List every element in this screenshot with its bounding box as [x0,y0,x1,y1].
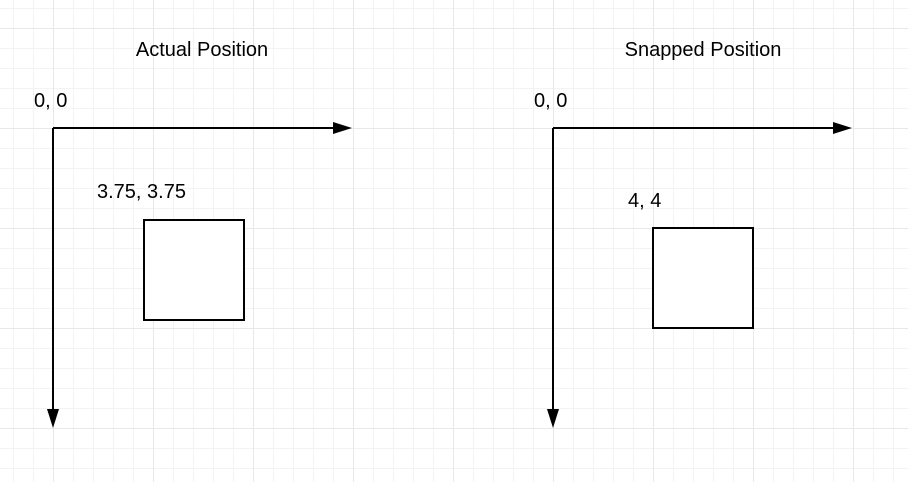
snapped-axes [547,122,852,428]
actual-coordinate-label: 3.75, 3.75 [97,181,186,203]
snapped-x-arrowhead [833,122,852,134]
actual-axes [47,122,352,428]
snapped-square [652,227,754,329]
actual-x-arrowhead [333,122,352,134]
actual-y-arrowhead [47,409,59,428]
snapped-origin-label: 0, 0 [534,90,568,112]
snapped-coordinate-label: 4, 4 [628,190,662,212]
actual-square [143,219,245,321]
snapped-position-title: Snapped Position [624,39,782,61]
actual-origin-label: 0, 0 [34,90,68,112]
snapped-y-arrowhead [547,409,559,428]
actual-position-title: Actual Position [135,39,269,61]
